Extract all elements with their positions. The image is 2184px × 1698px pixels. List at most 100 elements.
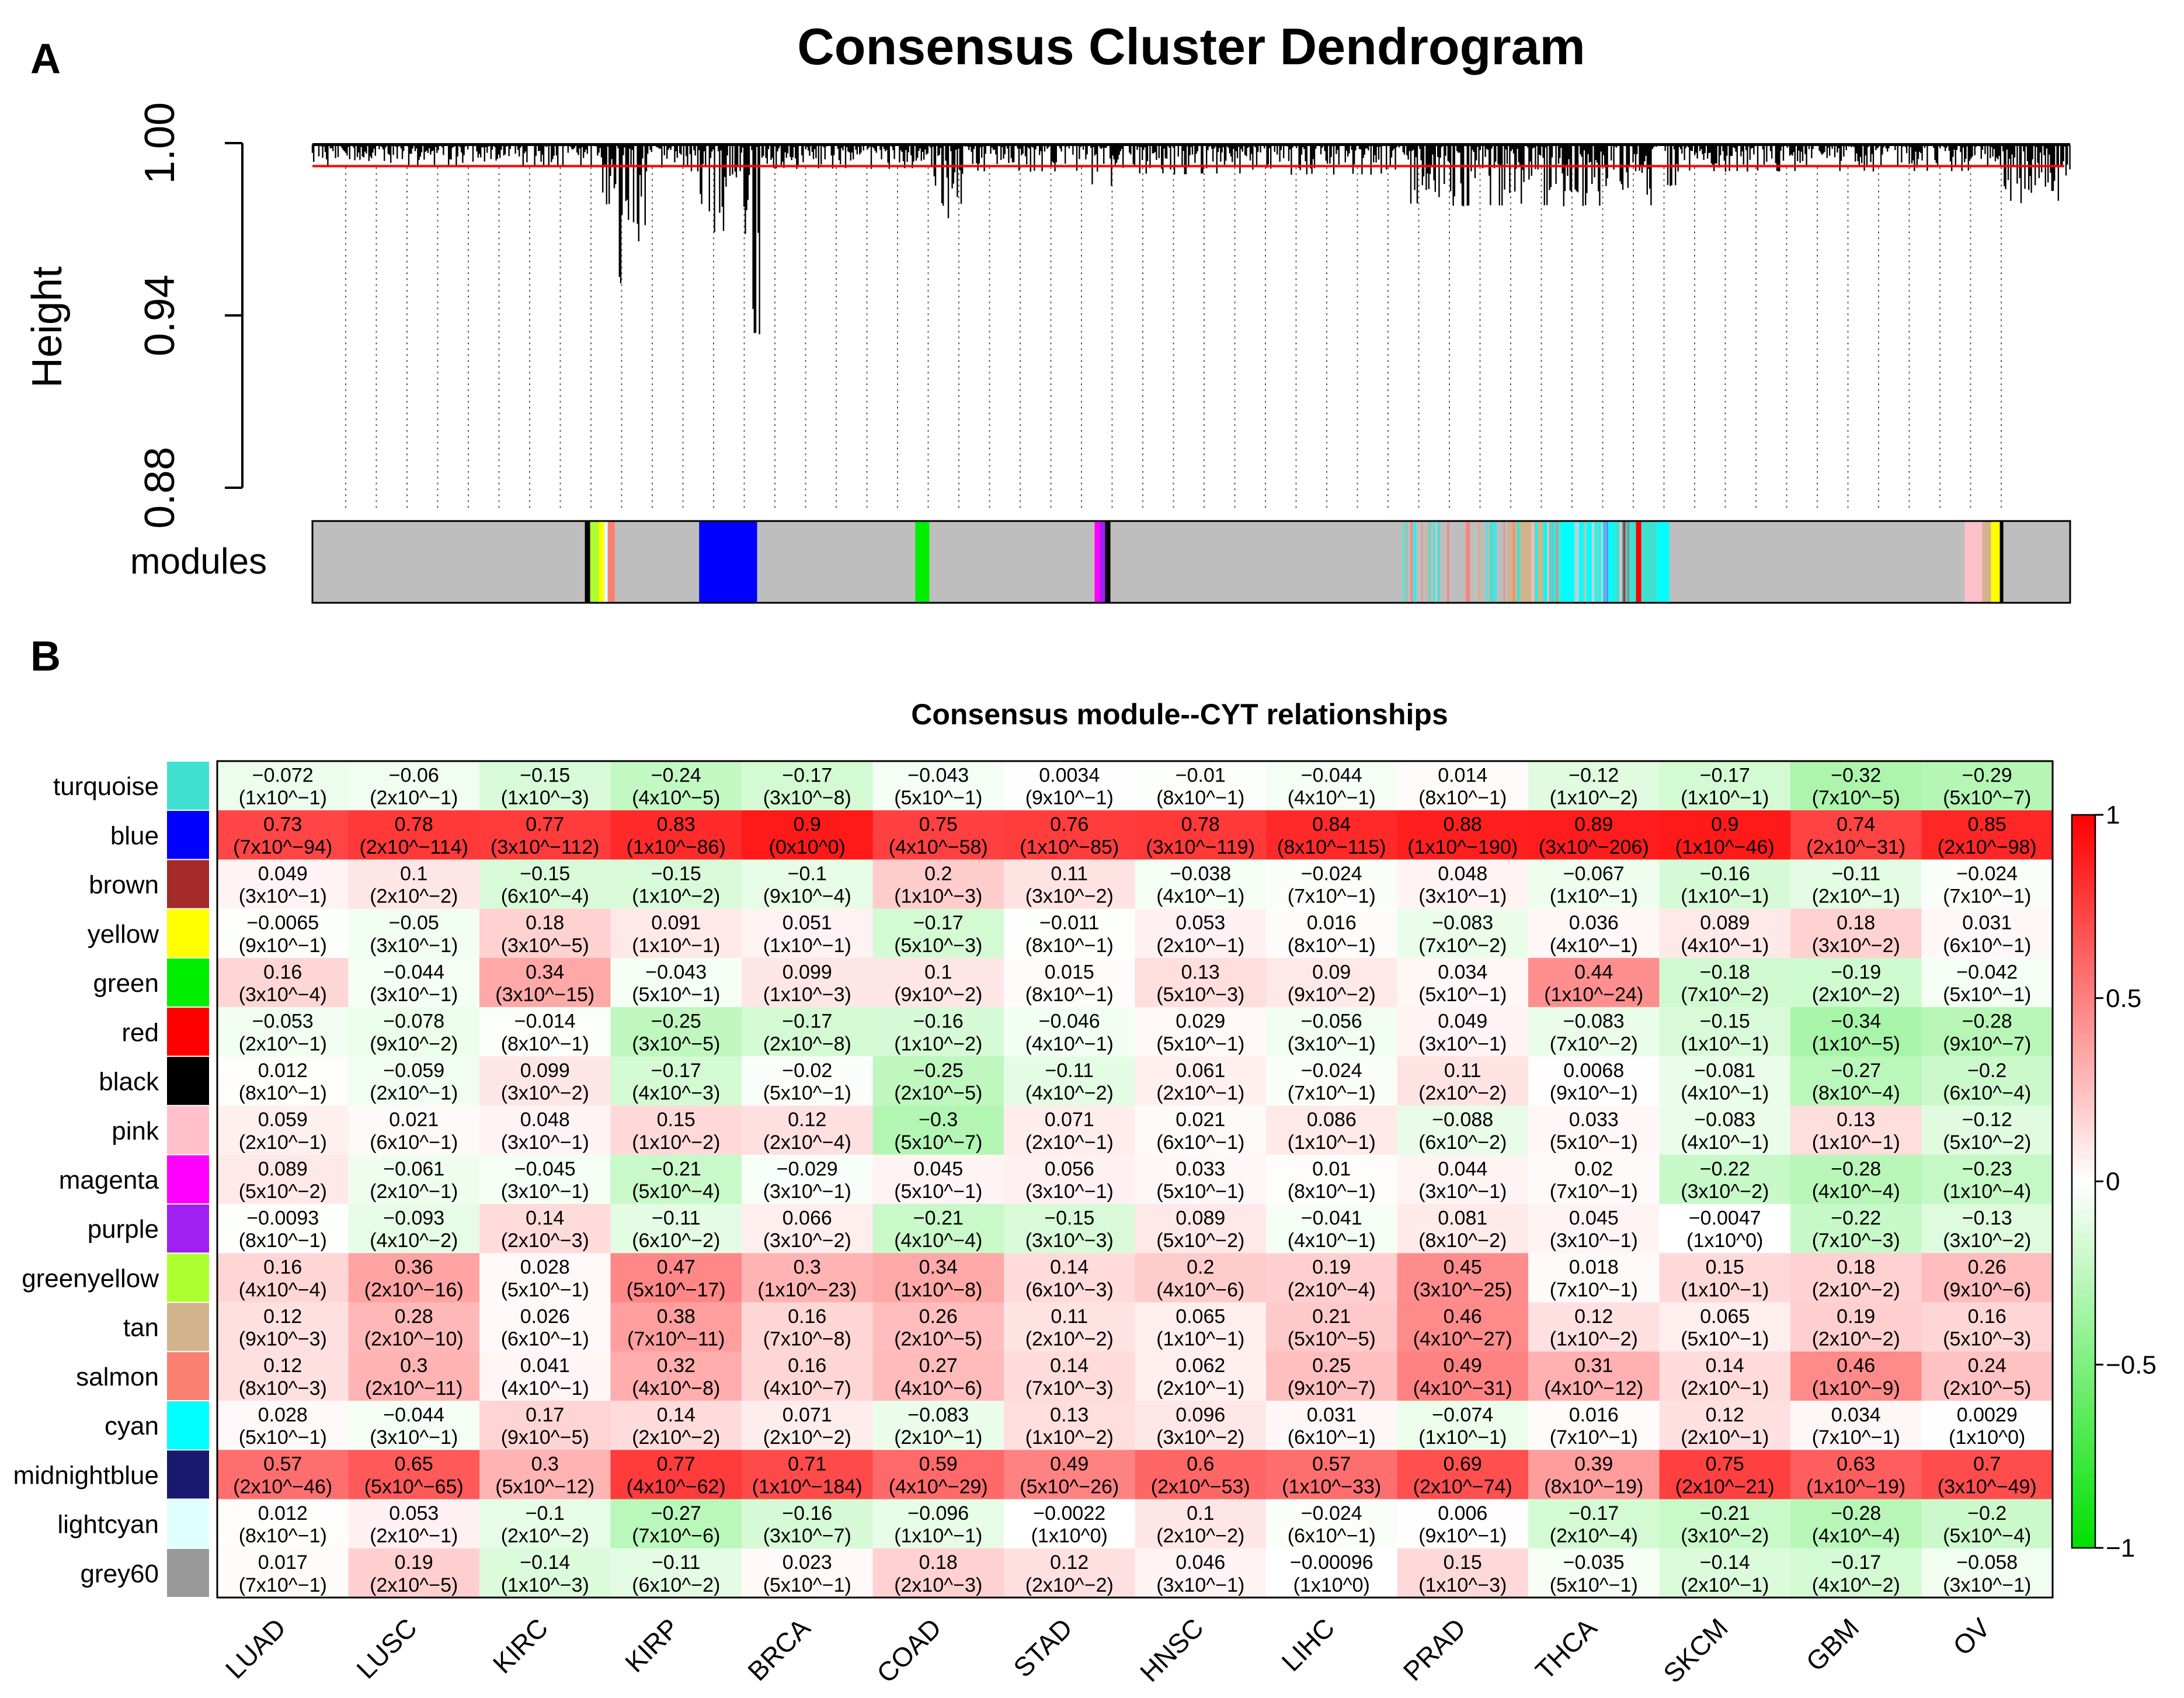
cell-correlation: 0.049: [1438, 1011, 1487, 1033]
colorbar-step: [2072, 1503, 2095, 1512]
cell-pvalue: (7x10^−3): [1812, 1230, 1900, 1252]
heatmap-cell: [1790, 1007, 1922, 1057]
heatmap-cell: [1135, 1499, 1267, 1549]
cell-correlation: −0.093: [383, 1207, 444, 1229]
colorbar-step: [2072, 1100, 2095, 1109]
cell-pvalue: (2x10^−1): [370, 787, 458, 809]
cell-correlation: 0.014: [1438, 764, 1487, 786]
cell-correlation: 0.029: [1176, 1011, 1225, 1033]
cell-pvalue: (1x10^0): [1686, 1230, 1763, 1252]
heatmap-cell: [1528, 1105, 1660, 1155]
cell-correlation: −0.17: [651, 1060, 701, 1082]
colorbar-step: [2072, 851, 2095, 860]
row-swatch-cyan: [167, 1401, 209, 1450]
module-streak: [1574, 521, 1576, 603]
row-label-salmon: salmon: [76, 1363, 159, 1391]
cell-correlation: −0.11: [1831, 863, 1880, 885]
cell-pvalue: (9x10^−2): [894, 984, 982, 1006]
heatmap-cell: [1921, 859, 2053, 909]
module-segment-yellow: [1991, 521, 2000, 603]
cell-correlation: 0.16: [263, 961, 302, 983]
colorbar-step: [2072, 1173, 2095, 1182]
cell-pvalue: (8x10^−1): [1288, 935, 1376, 957]
cell-pvalue: (2x10^−1): [1156, 1377, 1244, 1400]
cell-pvalue: (3x10^−25): [1413, 1279, 1512, 1301]
cell-pvalue: (9x10^−3): [239, 1328, 327, 1350]
cell-correlation: 0.006: [1438, 1502, 1487, 1525]
module-streak: [1547, 521, 1550, 603]
cell-correlation: −0.043: [645, 961, 707, 983]
colorbar-step: [2072, 1350, 2095, 1358]
module-streak: [1404, 521, 1407, 603]
heatmap-cell: [1921, 1450, 2053, 1500]
cell-correlation: 0.76: [1050, 814, 1088, 836]
heatmap-cell: [479, 908, 611, 959]
cell-correlation: 0.089: [258, 1158, 308, 1180]
cell-correlation: 0.053: [389, 1502, 439, 1525]
colorbar-step: [2072, 1144, 2095, 1153]
heatmap-cell: [1921, 1499, 2053, 1549]
cell-correlation: −0.12: [1569, 764, 1619, 786]
cell-pvalue: (2x10^−53): [1151, 1475, 1250, 1498]
cell-pvalue: (9x10^−7): [1288, 1377, 1376, 1400]
cell-pvalue: (9x10^−7): [1943, 1033, 2031, 1055]
cell-correlation: 0.12: [1050, 1551, 1088, 1574]
colorbar-tick-label: 1: [2106, 801, 2120, 829]
cell-correlation: 0.74: [1837, 814, 1875, 836]
heatmap-cell: [872, 1548, 1004, 1598]
cell-correlation: −0.25: [651, 1011, 701, 1033]
heatmap-cell: [1528, 908, 1660, 959]
colorbar-step: [2072, 1482, 2095, 1490]
heatmap-cell: [1266, 761, 1397, 811]
cell-pvalue: (7x10^−2): [1681, 984, 1769, 1006]
heatmap-cell: [1004, 908, 1135, 959]
heatmap-cell: [1790, 1401, 1922, 1450]
colorbar-step: [2072, 1320, 2095, 1329]
cell-correlation: 0.15: [1706, 1256, 1744, 1279]
heatmap-cell: [1397, 1302, 1529, 1352]
row-swatch-black: [167, 1057, 209, 1105]
cell-correlation: 0.59: [919, 1453, 958, 1475]
cell-pvalue: (1x10^−2): [894, 1033, 982, 1055]
cell-pvalue: (1x10^−2): [1025, 1426, 1114, 1449]
cell-pvalue: (5x10^−4): [632, 1180, 720, 1203]
cell-correlation: −0.16: [1700, 863, 1750, 885]
heatmap-cell: [742, 1401, 873, 1450]
heatmap-cell: [1004, 1204, 1135, 1253]
cell-correlation: −0.23: [1962, 1158, 2012, 1180]
cell-correlation: 0.2: [924, 863, 952, 885]
cell-correlation: −0.00096: [1290, 1551, 1373, 1574]
heatmap-cell: [1790, 1105, 1922, 1155]
cell-correlation: 0.02: [1574, 1158, 1613, 1180]
cell-correlation: −0.21: [1700, 1502, 1750, 1525]
colorbar-step: [2072, 1467, 2095, 1475]
cell-pvalue: (1x10^−1): [1550, 886, 1638, 908]
heatmap-cell: [217, 908, 349, 959]
heatmap-cell: [1397, 1401, 1529, 1450]
colorbar-step: [2072, 1225, 2095, 1234]
heatmap-cell: [872, 1154, 1004, 1204]
row-label-lightcyan: lightcyan: [57, 1511, 159, 1539]
cell-pvalue: (1x10^−8): [894, 1279, 982, 1301]
cell-correlation: −0.067: [1563, 863, 1625, 885]
module-streak: [1434, 521, 1435, 603]
cell-correlation: −0.06: [389, 764, 439, 786]
cell-pvalue: (4x10^−1): [1681, 1082, 1769, 1105]
module-streak: [1437, 521, 1440, 603]
colorbar-step: [2072, 1086, 2095, 1094]
cell-correlation: 0.38: [657, 1305, 695, 1328]
cell-correlation: −0.02: [782, 1060, 832, 1082]
cell-correlation: 0.099: [783, 961, 832, 983]
cell-correlation: 0.056: [1045, 1158, 1094, 1180]
heatmap-cell: [742, 1253, 873, 1303]
heatmap-cell: [1266, 1253, 1397, 1303]
cell-pvalue: (1x10^−86): [627, 836, 726, 858]
cell-pvalue: (8x10^−1): [1025, 935, 1114, 957]
cell-pvalue: (4x10^−2): [1025, 1082, 1114, 1105]
heatmap-cell: [610, 1105, 742, 1155]
cell-correlation: 0.34: [526, 961, 564, 983]
cell-correlation: 0.091: [651, 912, 701, 934]
heatmap-cell: [1004, 859, 1135, 909]
heatmap-cell: [610, 761, 742, 811]
module-streak: [1540, 521, 1543, 603]
